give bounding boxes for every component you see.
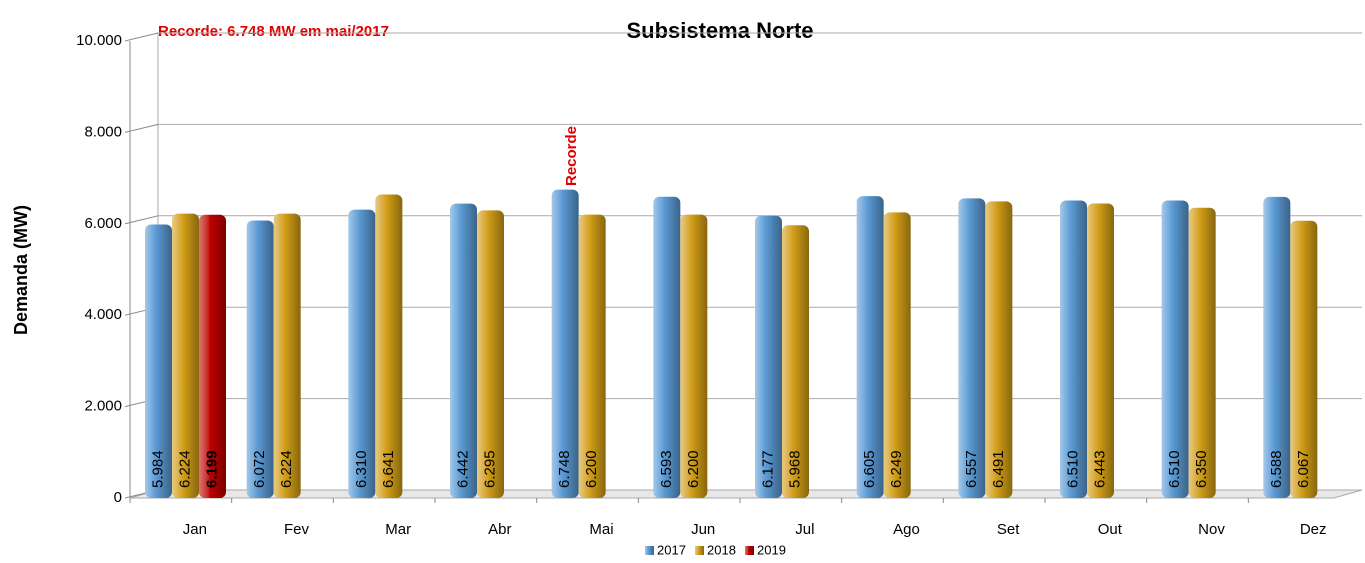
legend-swatch bbox=[695, 546, 704, 555]
x-tick-label: Mar bbox=[385, 521, 411, 538]
bar bbox=[246, 220, 274, 499]
legend-swatch bbox=[745, 546, 754, 555]
value-label: 6.593 bbox=[658, 450, 675, 488]
x-tick-label: Ago bbox=[893, 521, 920, 538]
tick-diagonal bbox=[124, 123, 159, 133]
bar bbox=[782, 225, 809, 499]
bar bbox=[958, 198, 986, 498]
legend-label: 2019 bbox=[757, 542, 786, 557]
x-tick-label: Abr bbox=[488, 521, 511, 538]
value-label: 6.072 bbox=[251, 450, 268, 488]
bar bbox=[348, 209, 376, 498]
value-label: 6.224 bbox=[176, 450, 193, 488]
bar bbox=[199, 214, 226, 499]
value-label: 5.968 bbox=[786, 450, 803, 488]
bar bbox=[1290, 220, 1318, 498]
bar bbox=[172, 213, 199, 498]
chart-title: Subsistema Norte bbox=[626, 18, 813, 43]
value-label: 6.641 bbox=[380, 450, 397, 488]
tick-diagonal bbox=[124, 215, 159, 225]
bar bbox=[1188, 207, 1216, 498]
y-tick-label: 10.000 bbox=[76, 32, 122, 49]
y-axis-label: Demanda (MW) bbox=[11, 205, 31, 335]
legend-label: 2017 bbox=[657, 542, 686, 557]
x-tick-label: Mai bbox=[589, 521, 613, 538]
y-tick-label: 2.000 bbox=[84, 398, 122, 415]
legend-swatch bbox=[645, 546, 654, 555]
x-tick-label: Jan bbox=[183, 521, 207, 538]
value-label: 6.605 bbox=[861, 450, 878, 488]
value-label: 6.249 bbox=[888, 450, 905, 488]
value-label: 6.067 bbox=[1295, 450, 1312, 488]
record-note: Recorde: 6.748 MW em mai/2017 bbox=[158, 23, 389, 40]
value-label: 6.510 bbox=[1064, 450, 1081, 488]
bar bbox=[578, 214, 606, 498]
bar bbox=[145, 224, 172, 499]
value-label: 6.748 bbox=[556, 450, 573, 488]
value-label: 6.443 bbox=[1091, 450, 1108, 488]
record-label: Recorde bbox=[563, 126, 580, 186]
x-tick-label: Set bbox=[997, 521, 1020, 538]
y-tick-label: 8.000 bbox=[84, 123, 122, 140]
value-label: 6.200 bbox=[685, 450, 702, 488]
bar bbox=[450, 203, 477, 499]
value-label: 6.177 bbox=[759, 450, 776, 488]
y-tick-label: 4.000 bbox=[84, 306, 122, 323]
bar bbox=[375, 194, 403, 499]
x-tick-label: Jul bbox=[795, 521, 814, 538]
bar bbox=[273, 213, 301, 498]
tick-diagonal bbox=[124, 32, 159, 42]
bar bbox=[883, 212, 911, 498]
value-label: 6.491 bbox=[990, 450, 1007, 488]
bar bbox=[985, 201, 1013, 498]
bar bbox=[653, 196, 681, 499]
bar bbox=[1161, 200, 1189, 499]
x-tick-label: Nov bbox=[1198, 521, 1225, 538]
bar bbox=[1060, 200, 1087, 499]
y-tick-label: 6.000 bbox=[84, 215, 122, 232]
value-label: 6.588 bbox=[1268, 450, 1285, 488]
bar bbox=[477, 210, 504, 499]
x-tick-label: Out bbox=[1098, 521, 1123, 538]
value-label: 6.199 bbox=[203, 450, 220, 488]
value-label: 6.557 bbox=[963, 450, 980, 488]
bar bbox=[755, 215, 782, 498]
bar bbox=[680, 214, 708, 498]
y-tick-label: 0 bbox=[114, 489, 122, 506]
x-tick-label: Jun bbox=[691, 521, 715, 538]
bar bbox=[856, 196, 884, 499]
x-tick-label: Fev bbox=[284, 521, 310, 538]
bar bbox=[1087, 203, 1114, 498]
value-label: 6.350 bbox=[1193, 450, 1210, 488]
bar bbox=[551, 189, 579, 498]
value-label: 6.224 bbox=[278, 450, 295, 488]
legend-label: 2018 bbox=[707, 542, 736, 557]
value-label: 6.442 bbox=[454, 450, 471, 488]
bar bbox=[1263, 196, 1291, 498]
value-label: 6.310 bbox=[353, 450, 370, 488]
value-label: 6.295 bbox=[481, 450, 498, 488]
value-label: 5.984 bbox=[149, 450, 166, 488]
x-tick-label: Dez bbox=[1300, 521, 1327, 538]
value-label: 6.200 bbox=[583, 450, 600, 488]
value-label: 6.510 bbox=[1166, 450, 1183, 488]
